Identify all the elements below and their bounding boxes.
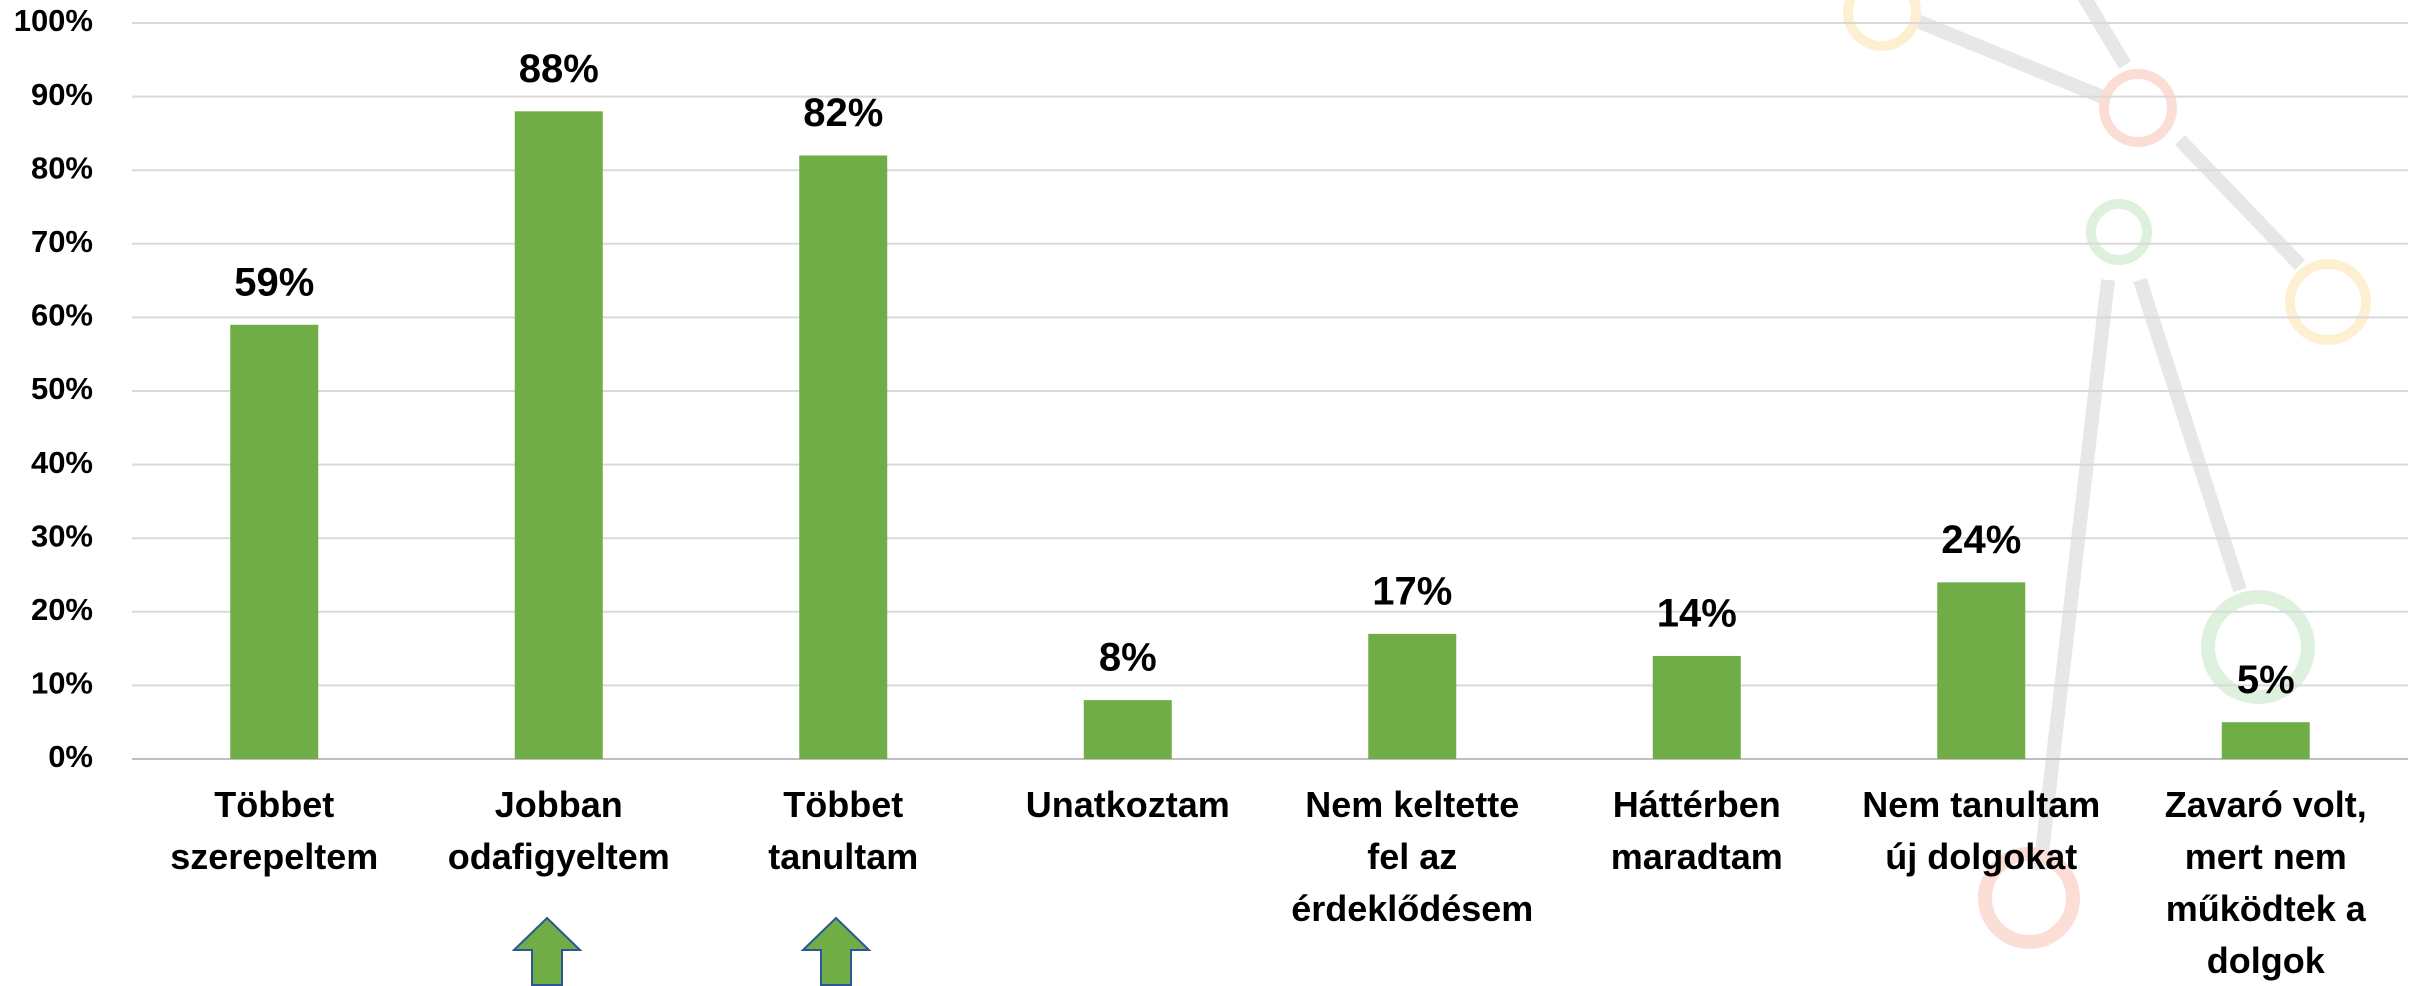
bar <box>1937 582 2026 759</box>
x-tick-label: Nem keltette fel az érdeklődésem <box>1291 784 1534 929</box>
x-tick-label: Nem tanultam új dolgokat <box>1862 784 2101 877</box>
y-tick-label: 90% <box>31 77 93 112</box>
value-label: 88% <box>519 47 599 91</box>
bar <box>799 155 888 760</box>
y-tick-label: 30% <box>31 518 93 553</box>
decoration <box>1843 0 2371 949</box>
value-label: 59% <box>234 260 314 304</box>
bar <box>1652 655 1741 759</box>
x-tick-label: Unatkoztam <box>1025 784 1230 825</box>
x-tick-label: Jobban odafigyeltem <box>447 784 670 877</box>
value-label: 82% <box>803 91 883 135</box>
bar <box>514 111 603 759</box>
bar <box>230 324 319 759</box>
y-tick-label: 70% <box>31 224 93 259</box>
y-tick-label: 50% <box>31 371 93 406</box>
value-label: 17% <box>1372 569 1452 613</box>
y-tick-label: 40% <box>31 445 93 480</box>
value-label: 5% <box>2237 658 2295 702</box>
x-tick-label: Többet szerepeltem <box>170 784 379 877</box>
bar <box>2221 722 2310 759</box>
x-tick-label: Zavaró volt, mert nem működtek a dolgok <box>2164 784 2367 981</box>
y-tick-label: 0% <box>48 739 93 774</box>
value-label: 8% <box>1099 636 1157 680</box>
y-tick-label: 60% <box>31 298 93 333</box>
value-label: 24% <box>1941 518 2021 562</box>
value-label: 14% <box>1657 592 1737 636</box>
x-tick-label: Többet tanultam <box>768 784 919 877</box>
up-arrow <box>511 916 872 986</box>
y-tick-label: 100% <box>14 3 93 38</box>
y-tick-label: 80% <box>31 150 93 185</box>
bar <box>1083 700 1172 759</box>
x-tick-label: Háttérben maradtam <box>1610 784 1783 877</box>
y-tick-label: 10% <box>31 666 93 701</box>
y-tick-label: 20% <box>31 592 93 627</box>
bar <box>1368 633 1457 759</box>
